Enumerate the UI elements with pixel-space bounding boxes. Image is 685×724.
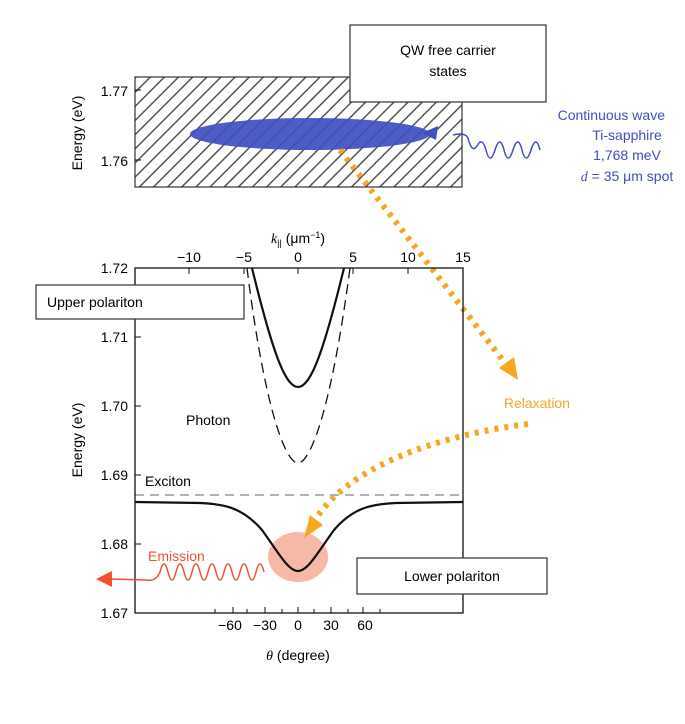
top-ytick-label: 1.77 xyxy=(101,83,128,99)
theta-tick-label: −60 xyxy=(218,617,242,633)
relaxation-arrow-upper-head xyxy=(499,357,518,380)
upper-polariton-curve xyxy=(250,268,346,389)
k-tick-label: 10 xyxy=(400,249,416,265)
relaxation-arrow-lower-head xyxy=(304,515,323,538)
pump-label-line4: d = 35 μm spot xyxy=(581,168,674,185)
exciton-label: Exciton xyxy=(145,473,191,489)
lower-polariton-label: Lower polariton xyxy=(404,568,500,584)
upper-polariton-box xyxy=(35,284,245,320)
theta-tick-label: 60 xyxy=(357,617,373,633)
ytick-label: 1.70 xyxy=(101,398,128,414)
k-tick-label: 0 xyxy=(294,249,302,265)
qw-states-label-line1: QW free carrier xyxy=(400,42,496,58)
qw-states-label-line2: states xyxy=(429,63,466,79)
emission-label: Emission xyxy=(148,548,205,564)
top-ytick-label: 1.76 xyxy=(101,153,128,169)
dispersion-panel: 1.72 1.71 1.70 1.69 1.68 1.67 Energy (eV… xyxy=(69,230,471,664)
pump-arrowhead xyxy=(422,126,438,140)
ytick-label: 1.71 xyxy=(101,329,128,345)
lower-polariton-curve xyxy=(135,500,463,573)
relaxation-arrow-upper xyxy=(337,148,515,374)
photon-dispersion-curve xyxy=(246,268,351,464)
top-y-axis-label: Energy (eV) xyxy=(69,96,85,171)
theta-tick-label: −30 xyxy=(253,617,277,633)
theta-tick-label: 0 xyxy=(294,617,302,633)
dispersion-y-axis-label: Energy (eV) xyxy=(69,403,85,478)
qw-states-box xyxy=(349,24,547,103)
relaxation-arrow-lower xyxy=(312,421,529,522)
relaxation-label: Relaxation xyxy=(504,395,570,411)
pump-spot-ellipse xyxy=(190,118,430,150)
k-tick-label: −5 xyxy=(236,249,252,265)
ytick-label: 1.67 xyxy=(101,605,128,621)
pump-wave xyxy=(452,133,541,159)
lower-polariton-box xyxy=(356,557,548,595)
emission-spot xyxy=(268,532,328,582)
ytick-label: 1.68 xyxy=(101,536,128,552)
pump-label-line1: Continuous wave xyxy=(558,107,666,123)
ytick-label: 1.72 xyxy=(101,260,128,276)
emission-wave xyxy=(107,563,265,582)
dispersion-yticks: 1.72 1.71 1.70 1.69 1.68 1.67 xyxy=(101,260,141,621)
dispersion-frame xyxy=(134,267,464,614)
k-tick-label: 5 xyxy=(349,249,357,265)
theta-tick-label: 30 xyxy=(323,617,339,633)
upper-polariton-label: Upper polariton xyxy=(47,294,143,310)
qw-panel: 1.77 1.76 Energy (eV) QW free carrier st… xyxy=(69,24,674,188)
theta-axis-label: θ (degree) xyxy=(266,647,330,664)
ytick-label: 1.69 xyxy=(101,467,128,483)
top-kticks: −10 −5 0 5 10 15 xyxy=(177,249,471,274)
bottom-thetaticks: −60 −30 0 30 60 xyxy=(214,607,381,633)
k-tick-label: −10 xyxy=(177,249,201,265)
photon-label: Photon xyxy=(186,412,230,428)
k-tick-label: 15 xyxy=(455,249,471,265)
k-axis-label: k|| (μm−1) xyxy=(271,230,325,248)
pump-label-line3: 1,768 meV xyxy=(593,147,661,163)
pump-label-line2: Ti-sapphire xyxy=(592,127,662,143)
emission-arrowhead xyxy=(96,571,112,587)
